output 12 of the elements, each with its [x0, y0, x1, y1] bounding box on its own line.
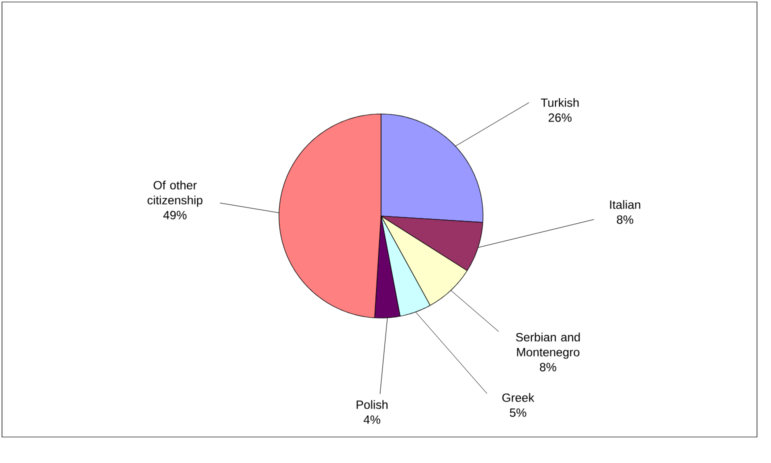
data-label: 8%: [616, 215, 634, 224]
data-label: 26%: [548, 113, 572, 122]
slice-label: Turkish: [540, 98, 579, 107]
slice-label: Greek: [502, 393, 534, 402]
slice-label: Serbian and Montenegro: [516, 332, 580, 359]
slice-label: Of other citizenship: [148, 180, 202, 207]
data-label: 5%: [510, 408, 526, 417]
slice-label: Polish: [356, 400, 388, 409]
data-label: 49%: [163, 210, 187, 220]
data-label: 4%: [364, 415, 380, 424]
slice-label: Italian: [610, 200, 640, 209]
data-label: 8%: [540, 362, 556, 372]
